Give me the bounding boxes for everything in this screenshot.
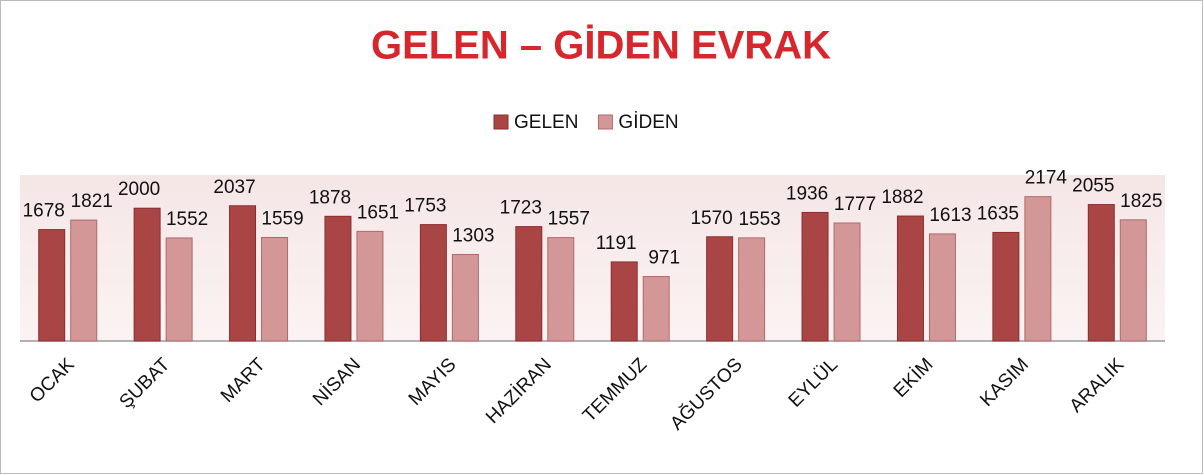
value-label: 1559 [261, 208, 303, 229]
bar [70, 219, 98, 342]
value-label: 1191 [596, 233, 637, 254]
legend-label: GİDEN [618, 112, 678, 133]
value-label: 971 [648, 248, 680, 269]
bar [451, 253, 479, 342]
bar [419, 224, 447, 342]
value-label: 2037 [213, 177, 255, 198]
value-label: 1936 [786, 183, 828, 204]
value-label: 1825 [1120, 191, 1162, 212]
bar [547, 237, 575, 342]
legend-swatch [493, 114, 509, 130]
bar [706, 236, 734, 342]
value-label: 1753 [404, 196, 446, 217]
value-label: 1303 [452, 225, 494, 246]
value-label: 2174 [1025, 168, 1068, 189]
bar [928, 233, 956, 342]
legend-swatch [597, 114, 613, 130]
value-label: 1651 [357, 202, 399, 223]
value-label: 1635 [977, 203, 1019, 224]
bar [356, 230, 384, 342]
value-label: 1878 [309, 187, 351, 208]
value-label: 1678 [23, 201, 65, 222]
bar [133, 207, 161, 342]
value-label: 1777 [834, 194, 876, 215]
bar [642, 276, 670, 342]
bar [515, 226, 543, 342]
bar [261, 236, 289, 342]
bar [610, 261, 638, 342]
bar [229, 205, 257, 342]
value-label: 1557 [548, 209, 590, 230]
value-label: 2055 [1072, 176, 1114, 197]
bar [324, 215, 352, 342]
value-label: 1821 [71, 191, 113, 212]
bar [1087, 204, 1115, 342]
value-label: 1882 [881, 187, 923, 208]
value-label: 1552 [166, 209, 208, 230]
bar [801, 211, 829, 342]
bar [165, 237, 193, 342]
value-label: 1570 [690, 208, 732, 229]
value-label: 1723 [500, 198, 542, 219]
bar [38, 229, 66, 342]
value-label: 2000 [118, 179, 160, 200]
bar [1119, 219, 1147, 342]
chart-title: GELEN – GİDEN EVRAK [371, 24, 831, 68]
bar [896, 215, 924, 342]
bar [992, 231, 1020, 342]
bar [738, 237, 766, 342]
bar [1024, 196, 1052, 342]
legend-label: GELEN [514, 112, 578, 133]
bar [833, 222, 861, 342]
plot-area [20, 175, 1165, 341]
value-label: 1553 [738, 209, 780, 230]
value-label: 1613 [929, 205, 971, 226]
